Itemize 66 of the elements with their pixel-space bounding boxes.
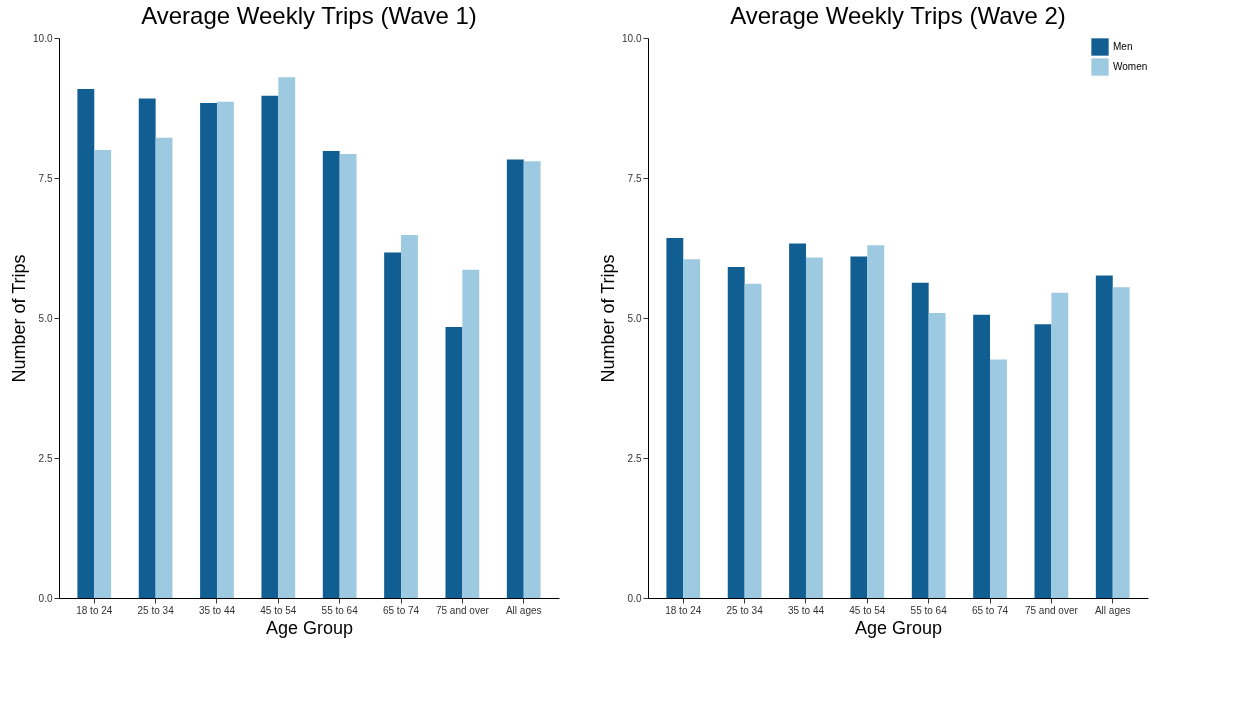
bar <box>401 235 418 598</box>
bar <box>666 237 684 598</box>
x-tick-label: 45 to 54 <box>260 604 297 616</box>
chart-title: Average Weekly Trips (Wave 2) <box>730 2 1066 29</box>
y-tick-label: 5.0 <box>627 312 642 324</box>
x-tick-label: 65 to 74 <box>971 604 1009 616</box>
bar <box>744 283 762 598</box>
bar <box>1034 324 1052 598</box>
y-axis-title: Number of Trips <box>9 254 30 383</box>
x-tick-label: 45 to 54 <box>849 604 886 616</box>
bar <box>867 245 885 598</box>
y-tick-label: 10.0 <box>33 32 53 44</box>
x-tick-label: 35 to 44 <box>198 604 236 616</box>
bar <box>1051 292 1069 598</box>
bar <box>445 326 463 598</box>
bar <box>789 243 806 598</box>
bar <box>928 312 946 598</box>
x-tick-label: 65 to 74 <box>382 604 420 616</box>
x-tick-label: 25 to 34 <box>726 604 764 616</box>
x-tick-label: All ages <box>505 604 542 616</box>
chart-title: Average Weekly Trips (Wave 1) <box>141 2 477 29</box>
bar <box>727 267 745 598</box>
bar <box>200 102 217 598</box>
x-tick-label: 18 to 24 <box>665 604 702 616</box>
bar <box>94 150 112 598</box>
y-tick-label: 5.0 <box>38 312 53 324</box>
x-tick-label: 18 to 24 <box>76 604 113 616</box>
x-tick-label: 25 to 34 <box>137 604 175 616</box>
x-tick-label: All ages <box>1094 604 1131 616</box>
bar <box>384 252 402 598</box>
y-tick-label: 2.5 <box>627 452 642 464</box>
bar <box>523 161 541 598</box>
x-tick-label: 35 to 44 <box>787 604 825 616</box>
y-tick-label: 2.5 <box>38 452 53 464</box>
x-tick-label: 75 and over <box>1024 604 1079 616</box>
bar <box>1112 287 1130 598</box>
y-tick-label: 0.0 <box>38 592 53 604</box>
bar <box>462 269 480 598</box>
y-tick-label: 10.0 <box>622 32 642 44</box>
bar <box>911 282 929 598</box>
y-tick-label: 7.5 <box>38 172 53 184</box>
bar <box>990 359 1007 598</box>
x-tick-label: 55 to 64 <box>910 604 948 616</box>
y-tick-label: 0.0 <box>627 592 642 604</box>
x-tick-label: 75 and over <box>435 604 490 616</box>
bar <box>261 95 279 598</box>
bar <box>805 257 823 598</box>
bar <box>339 153 357 598</box>
bar <box>322 151 340 598</box>
x-axis-title: Age Group <box>265 617 354 638</box>
y-tick-label: 7.5 <box>627 172 642 184</box>
x-axis-title: Age Group <box>854 617 943 638</box>
x-tick-label: 55 to 64 <box>321 604 359 616</box>
bar <box>850 256 868 598</box>
bar <box>683 259 701 598</box>
bar <box>77 88 95 598</box>
bar <box>278 77 296 598</box>
bar <box>138 98 156 598</box>
bar <box>973 314 991 598</box>
bar <box>216 101 234 598</box>
bar <box>1095 275 1113 598</box>
legend-label: Men <box>1113 41 1133 52</box>
bar <box>506 159 524 598</box>
y-axis-title: Number of Trips <box>598 254 619 383</box>
legend-label: Women <box>1113 61 1148 72</box>
bar <box>155 137 173 598</box>
